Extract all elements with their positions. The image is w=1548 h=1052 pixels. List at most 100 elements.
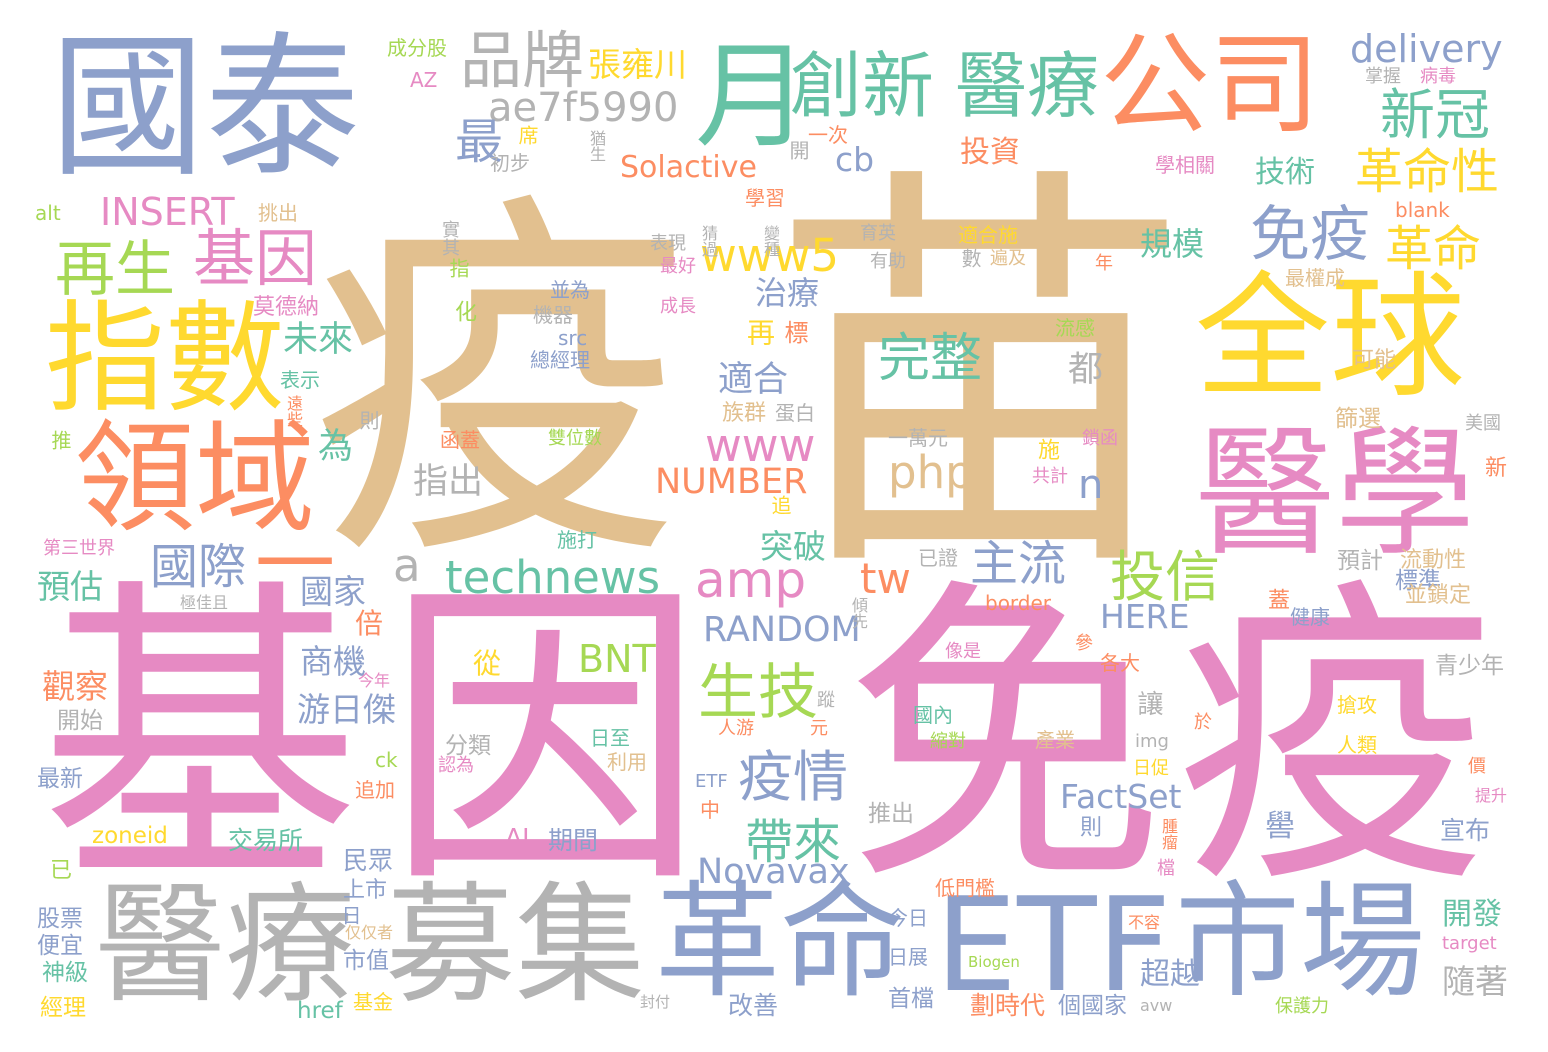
word-cloud-word: 為 [318, 427, 354, 467]
word-cloud-word: NUMBER [655, 462, 808, 502]
word-cloud-word: 認為 [438, 755, 474, 776]
word-cloud-word: 蹤 [814, 690, 835, 708]
word-cloud-word: delivery [1350, 27, 1503, 71]
word-cloud-word: 提升 [1475, 786, 1508, 805]
word-cloud-word: 革命性 [1355, 144, 1500, 200]
word-cloud-word: 神級 [42, 960, 88, 986]
word-cloud-word: alt [35, 201, 61, 225]
word-cloud-word: www [705, 419, 816, 472]
word-cloud-word: 國泰 [50, 17, 360, 198]
word-cloud-word: 改善 [728, 991, 779, 1020]
word-cloud-word: 免 [845, 554, 1165, 926]
word-cloud-word: 鎖函 [1082, 428, 1118, 449]
word-cloud-word: 基金 [353, 990, 393, 1014]
word-cloud-word: 像是 [945, 641, 981, 662]
word-cloud-word: 讓 [1133, 690, 1163, 716]
word-cloud-word: 革命 [1385, 221, 1482, 277]
word-cloud-word: 日 [338, 905, 362, 925]
word-cloud-word: 全球 [1195, 259, 1465, 416]
word-cloud-word: 國際 [150, 539, 247, 595]
word-cloud-word: 最新 [37, 766, 83, 792]
word-cloud-word: 年 [1095, 253, 1113, 274]
word-cloud-word: img [1135, 731, 1169, 752]
word-cloud-word: 可能 [1352, 348, 1397, 373]
word-cloud-word: 革命 [655, 870, 905, 1015]
word-cloud-word: cb [835, 140, 875, 179]
word-cloud-word: BNT [578, 637, 656, 681]
word-cloud-word: 治療 [755, 274, 820, 312]
word-cloud-word: 預估 [37, 567, 103, 606]
word-cloud-word: 第三世界 [43, 538, 115, 559]
word-cloud-word: 育英 [860, 223, 896, 244]
word-cloud-word: 公司 [1100, 21, 1320, 149]
word-cloud-word: 低門檻 [935, 876, 995, 900]
word-cloud-word: 宣布 [1440, 816, 1491, 845]
word-cloud-word: Biogen [968, 953, 1020, 971]
word-cloud-word: 學習 [745, 186, 785, 210]
word-cloud-word: 今年 [358, 671, 391, 690]
word-cloud-word: 交易所 [228, 826, 304, 855]
word-cloud-word: 則 [356, 410, 380, 430]
word-cloud-word: ck [375, 748, 398, 772]
word-cloud-word: 函蓋 [440, 428, 480, 452]
word-cloud-word: 國家 [300, 572, 366, 611]
word-cloud-word: 共計 [1032, 466, 1068, 487]
word-cloud-word: 各大 [1100, 651, 1140, 675]
word-cloud-word: 疫情 [738, 745, 849, 809]
word-cloud-word: 化 [451, 300, 476, 322]
word-cloud-word: 日促 [1133, 758, 1169, 779]
word-cloud-word: RANDOM [703, 610, 861, 650]
word-cloud-word: 實其 [439, 220, 460, 256]
word-cloud-word: 分類 [445, 733, 491, 759]
word-cloud-word: tw [860, 554, 911, 603]
word-cloud-word: 主流 [970, 536, 1067, 592]
word-cloud-word: amp [695, 551, 807, 609]
word-cloud-word: blank [1395, 198, 1450, 222]
word-cloud-word: 新冠 [1380, 83, 1491, 147]
word-cloud-word: 適合施 [958, 223, 1018, 247]
word-cloud-word: 封付 [640, 993, 671, 1011]
word-cloud-word: 個國家 [1058, 993, 1127, 1019]
word-cloud-word: 一次 [808, 123, 848, 147]
word-cloud-word: 參 [1075, 633, 1093, 654]
word-cloud-word: 檔 [1154, 858, 1175, 876]
word-cloud-word: 嚳 [1265, 809, 1295, 844]
word-cloud-word: 席 [515, 125, 539, 145]
word-cloud-word: php [888, 446, 974, 499]
word-cloud-word: 猜過 [699, 225, 718, 257]
word-cloud-word: 新 [1485, 456, 1508, 481]
word-cloud-word: AZ [410, 68, 438, 92]
word-cloud-word: href [297, 998, 343, 1024]
word-cloud-word: 推出 [868, 801, 914, 827]
word-cloud-word: Novavax [697, 852, 850, 892]
word-cloud-word: border [985, 591, 1052, 615]
word-cloud-word: 推 [48, 430, 72, 450]
word-cloud-word: 因 [385, 554, 705, 926]
word-cloud-word: 日展 [888, 945, 928, 969]
word-cloud-word: 成長 [660, 296, 696, 317]
word-cloud-word: 醫療 [95, 869, 356, 1021]
word-cloud-word: 初步 [490, 151, 530, 175]
word-cloud-word: 預計 [1337, 548, 1383, 574]
word-cloud-word: 都 [1068, 350, 1104, 390]
word-cloud-word: 民眾 [343, 846, 394, 875]
word-cloud-word: www5 [700, 229, 840, 282]
word-cloud-word: 股票 [37, 906, 83, 932]
word-cloud-word: 創新 [790, 44, 935, 128]
word-cloud-word: 開 [786, 140, 810, 160]
word-cloud-word: 基因 [193, 222, 318, 295]
word-cloud-word: 技術 [1255, 155, 1315, 190]
word-cloud-word: 總經理 [530, 348, 590, 372]
word-cloud-word: 醫療 [955, 44, 1100, 128]
word-cloud-word: 已 [46, 858, 71, 880]
word-cloud-word: 不容 [1128, 913, 1161, 932]
word-cloud-word: ETF [935, 869, 1172, 1021]
word-cloud-word: zoneid [92, 823, 168, 849]
word-cloud-word: 追加 [355, 778, 395, 802]
word-cloud-word: 族群 [722, 401, 767, 426]
word-cloud-word: 市場 [1175, 870, 1425, 1015]
word-cloud-word: 上市 [343, 878, 388, 903]
word-cloud-word: 於 [1191, 712, 1212, 730]
word-cloud-word: ETF [695, 771, 728, 792]
